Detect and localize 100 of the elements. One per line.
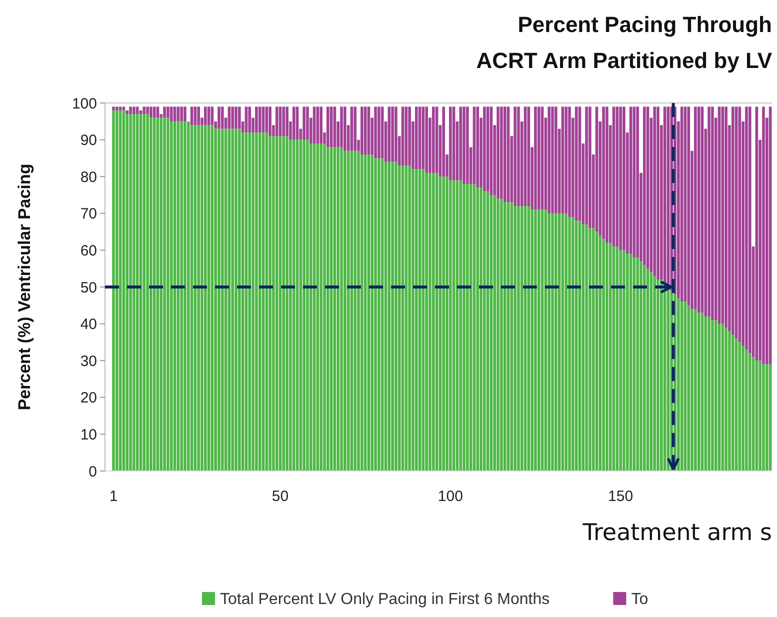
y-tick-label: 80 xyxy=(80,168,97,186)
bar xyxy=(173,106,176,122)
bar xyxy=(724,327,728,471)
bar xyxy=(231,106,234,129)
bar xyxy=(476,106,480,188)
bar xyxy=(255,106,258,132)
bar xyxy=(564,213,568,471)
bar xyxy=(466,106,469,184)
bar xyxy=(585,106,588,224)
bar xyxy=(238,106,241,129)
bar xyxy=(132,106,136,114)
bar xyxy=(642,106,646,265)
bar xyxy=(194,106,197,126)
bar xyxy=(286,106,288,136)
bar xyxy=(653,106,656,276)
bar xyxy=(588,228,592,471)
bar xyxy=(425,172,428,471)
bar xyxy=(554,213,558,471)
bar xyxy=(231,128,234,471)
bar xyxy=(262,106,265,132)
bar xyxy=(619,106,622,250)
bar xyxy=(112,110,115,471)
bar xyxy=(296,106,299,140)
bar xyxy=(126,114,129,471)
bar xyxy=(758,360,762,471)
bar xyxy=(166,118,170,471)
bar xyxy=(449,180,452,471)
bar xyxy=(476,188,480,471)
bar xyxy=(745,350,748,471)
bar xyxy=(694,309,697,471)
bar xyxy=(514,206,516,471)
bar xyxy=(578,106,582,221)
chart-title: Percent Pacing Through xyxy=(518,12,772,37)
bar xyxy=(677,298,680,471)
bar xyxy=(118,106,122,110)
bar xyxy=(398,166,401,471)
bar xyxy=(265,132,268,471)
bar xyxy=(378,158,380,471)
bar xyxy=(326,147,330,471)
bar xyxy=(608,242,612,471)
legend-label: Total Percent LV Only Pacing in First 6 Months xyxy=(220,591,550,608)
bar xyxy=(742,346,744,471)
bar xyxy=(534,210,537,471)
bar xyxy=(370,154,374,471)
bar xyxy=(551,213,554,471)
bar xyxy=(408,166,411,471)
bar xyxy=(218,128,220,471)
bar xyxy=(432,172,435,471)
bar xyxy=(380,106,384,158)
bar xyxy=(762,106,765,364)
bar xyxy=(765,364,768,471)
bar xyxy=(340,147,343,471)
bar xyxy=(344,106,346,151)
bar xyxy=(207,106,210,126)
bar xyxy=(268,106,272,136)
bar xyxy=(354,106,357,151)
y-tick-label: 70 xyxy=(80,206,97,223)
bar xyxy=(619,250,622,471)
bar xyxy=(275,106,278,136)
bar xyxy=(503,202,506,471)
bar xyxy=(711,106,714,320)
bar xyxy=(129,106,132,114)
chart-subtitle: ACRT Arm Partitioned by LV xyxy=(476,48,772,73)
bar xyxy=(493,195,496,471)
bar xyxy=(690,309,694,471)
bar xyxy=(214,128,217,471)
bar xyxy=(462,184,466,471)
bar xyxy=(142,106,146,114)
bar xyxy=(514,106,516,206)
bar xyxy=(320,143,322,471)
bar xyxy=(551,106,554,214)
bar xyxy=(336,147,340,471)
bar xyxy=(708,106,710,316)
bar xyxy=(394,162,398,471)
bar xyxy=(265,106,268,132)
bar xyxy=(554,106,558,214)
bar xyxy=(316,106,320,144)
bar xyxy=(694,106,697,310)
bar xyxy=(687,106,690,306)
bar xyxy=(714,320,718,471)
bar xyxy=(129,114,132,471)
bar xyxy=(180,121,183,471)
bar xyxy=(272,136,275,471)
legend-label: To xyxy=(631,591,648,608)
bar xyxy=(210,106,214,126)
bar xyxy=(517,206,520,471)
bar xyxy=(636,106,639,258)
bar xyxy=(486,106,490,192)
bar xyxy=(184,106,186,122)
bar xyxy=(150,106,152,118)
y-tick-label: 10 xyxy=(80,426,97,444)
bar xyxy=(360,106,364,155)
bar xyxy=(302,106,306,140)
bar xyxy=(537,210,540,471)
bar xyxy=(228,106,231,129)
bar xyxy=(354,150,357,471)
bar xyxy=(534,106,537,210)
y-tick-label: 50 xyxy=(80,279,97,296)
bar xyxy=(163,118,166,471)
bar xyxy=(197,106,200,126)
